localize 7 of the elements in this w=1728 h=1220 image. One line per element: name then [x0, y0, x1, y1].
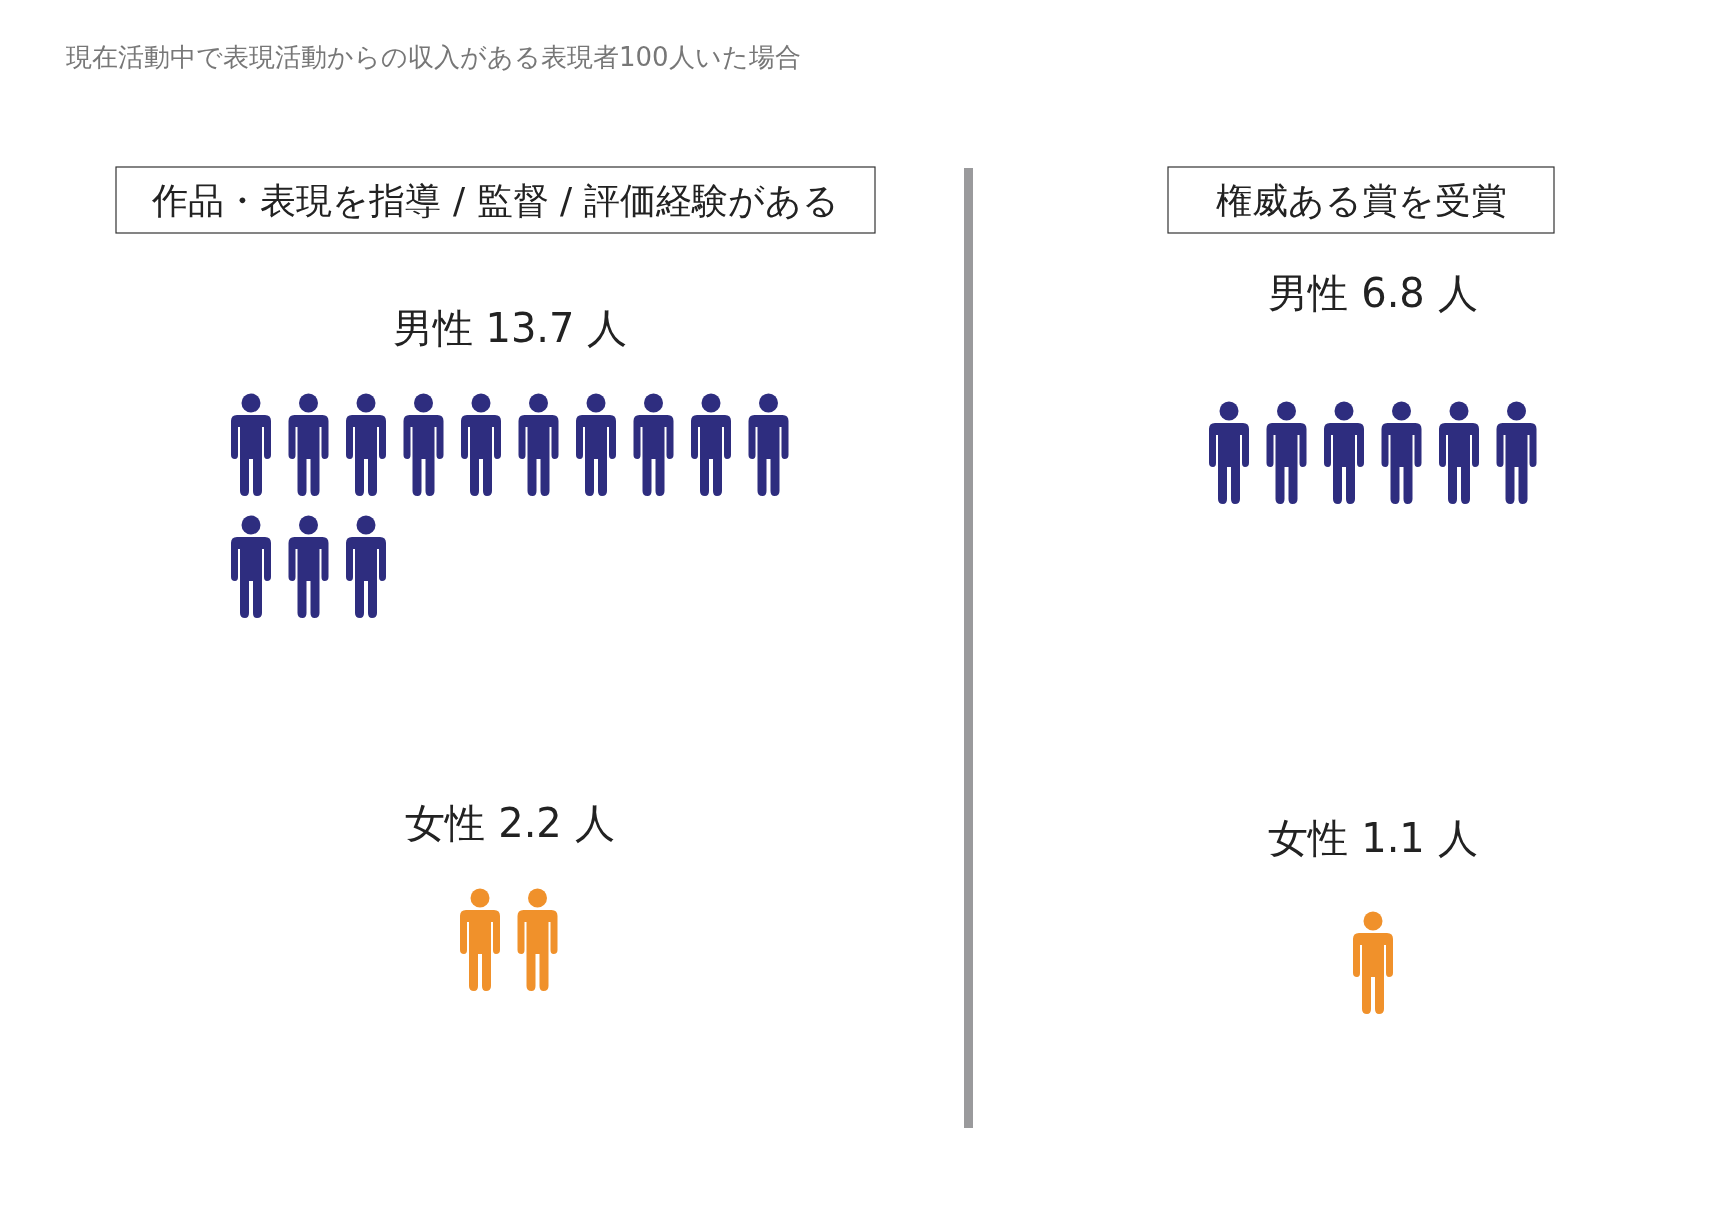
text: 現在活動中で表現活動からの収入がある表現者100人いた場合: [66, 42, 801, 72]
data-label: 女性 1.1 人: [1268, 815, 1478, 861]
data-label: 男性 6.8 人: [1268, 270, 1478, 316]
text: 権威ある賞を受賞: [1215, 180, 1507, 221]
text: 作品・表現を指導 / 監督 / 評価経験がある: [151, 180, 839, 221]
data-label: 女性 2.2 人: [405, 800, 615, 846]
data-label: 男性 13.7 人: [392, 305, 628, 351]
